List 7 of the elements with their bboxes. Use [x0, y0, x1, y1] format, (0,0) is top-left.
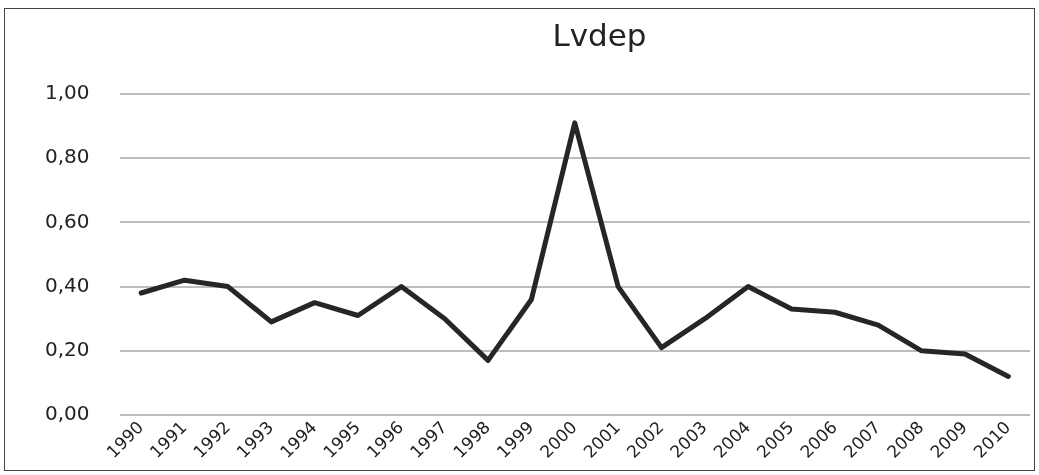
y-tick-label: 0,80 [45, 144, 90, 169]
y-tick-label: 0,00 [45, 401, 90, 426]
y-tick-label: 1,00 [45, 80, 90, 105]
y-tick-label: 0,20 [45, 336, 90, 361]
chart-title: Lvdep [551, 17, 648, 53]
y-tick-label: 0,40 [45, 272, 90, 297]
y-tick-label: 0,60 [45, 208, 90, 233]
